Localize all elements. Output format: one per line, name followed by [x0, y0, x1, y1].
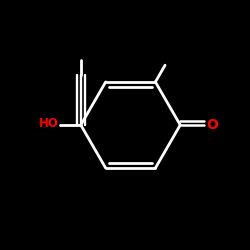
Text: O: O	[206, 118, 218, 132]
Text: HO: HO	[39, 117, 59, 130]
